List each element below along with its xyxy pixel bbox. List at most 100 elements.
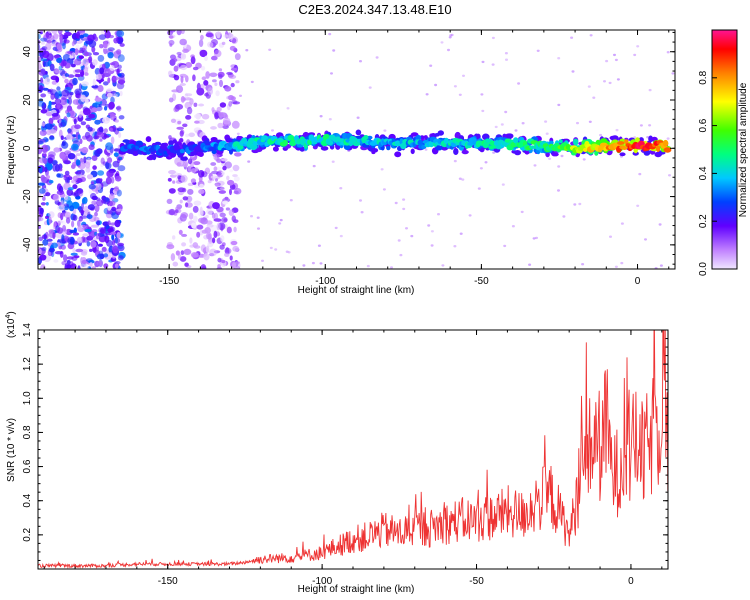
noise-cell (186, 106, 193, 115)
noise-cell (65, 217, 71, 224)
noise-cell (557, 57, 561, 60)
noise-cell (48, 216, 52, 225)
ridge-cell (548, 140, 554, 145)
noise-cell (72, 77, 78, 86)
noise-cell (437, 213, 440, 216)
noise-cell (185, 120, 189, 125)
noise-cell (179, 38, 187, 46)
noise-cell (98, 103, 102, 108)
noise-cell (74, 124, 81, 129)
noise-cell (41, 122, 45, 127)
y-tick-label: 0.4 (22, 493, 33, 507)
noise-cell (658, 223, 662, 226)
noise-cell (366, 264, 370, 268)
noise-cell (52, 232, 56, 240)
noise-cell (89, 262, 93, 267)
noise-cell (104, 162, 112, 170)
noise-cell (544, 120, 548, 123)
noise-cell (196, 82, 201, 91)
noise-cell (82, 237, 89, 243)
colorbar-gradient (711, 29, 738, 270)
noise-cell (620, 222, 624, 225)
noise-cell (109, 65, 115, 71)
noise-cell (491, 63, 495, 66)
noise-cell (38, 43, 41, 51)
noise-cell (380, 168, 384, 171)
ridge-cell (632, 151, 639, 156)
x-tick-label: 0 (635, 276, 641, 287)
noise-cell (578, 202, 582, 206)
noise-cell (210, 162, 217, 166)
ridge-cell (624, 139, 629, 145)
noise-cell (339, 234, 343, 238)
noise-cell (60, 200, 64, 208)
noise-cell (71, 41, 75, 47)
noise-cell (89, 248, 93, 252)
noise-cell (99, 99, 107, 106)
noise-cell (359, 199, 362, 202)
noise-cell (44, 77, 51, 85)
noise-cell (222, 200, 229, 205)
noise-cell (103, 81, 109, 86)
noise-cell (69, 229, 75, 234)
noise-cell (76, 105, 82, 110)
noise-cell (62, 42, 66, 50)
noise-cell (383, 129, 387, 132)
noise-cell (109, 113, 116, 121)
noise-cell (548, 157, 552, 160)
noise-cell (319, 115, 323, 118)
noise-cell (98, 236, 107, 243)
noise-cell (67, 74, 75, 78)
noise-cell (75, 38, 80, 41)
noise-cell (78, 112, 82, 118)
noise-cell (232, 164, 240, 172)
noise-cell (218, 111, 226, 118)
noise-cell (168, 135, 172, 140)
noise-cell (328, 118, 332, 121)
noise-cell (200, 66, 206, 71)
ridge-cell (272, 146, 279, 152)
noise-cell (397, 239, 401, 242)
noise-cell (45, 42, 52, 51)
noise-cell (203, 80, 209, 86)
noise-cell (209, 72, 218, 78)
noise-cell (181, 187, 187, 193)
noise-cell (82, 223, 86, 228)
noise-cell (557, 189, 560, 192)
noise-cell (180, 30, 185, 35)
ridge-cell (355, 129, 362, 136)
noise-cell (45, 138, 49, 142)
noise-cell (171, 89, 180, 93)
noise-cell (172, 58, 178, 62)
noise-cell (104, 106, 108, 111)
noise-cell (592, 96, 596, 99)
noise-cell (79, 263, 86, 268)
noise-cell (215, 90, 220, 97)
ridge-cell (655, 145, 661, 153)
noise-cell (98, 126, 104, 133)
noise-cell (184, 262, 189, 267)
noise-cell (269, 246, 273, 250)
noise-cell (375, 56, 379, 59)
noise-cell (88, 113, 96, 119)
noise-cell (177, 120, 182, 125)
noise-cell (215, 178, 218, 182)
noise-cell (609, 235, 612, 238)
noise-cell (188, 212, 194, 220)
noise-cell (190, 252, 199, 258)
noise-cell (224, 196, 229, 200)
noise-cell (102, 197, 111, 205)
noise-cell (107, 77, 111, 84)
noise-cell (589, 34, 593, 37)
noise-cell (81, 203, 84, 210)
noise-cell (51, 242, 58, 249)
noise-cell (53, 54, 60, 59)
noise-cell (113, 93, 118, 99)
noise-cell (261, 259, 264, 262)
noise-cell (113, 152, 120, 157)
noise-cell (107, 157, 113, 164)
ridge-cell (282, 139, 288, 146)
noise-cell (286, 107, 290, 110)
ridge-cell (635, 137, 640, 143)
noise-cell (167, 177, 172, 182)
